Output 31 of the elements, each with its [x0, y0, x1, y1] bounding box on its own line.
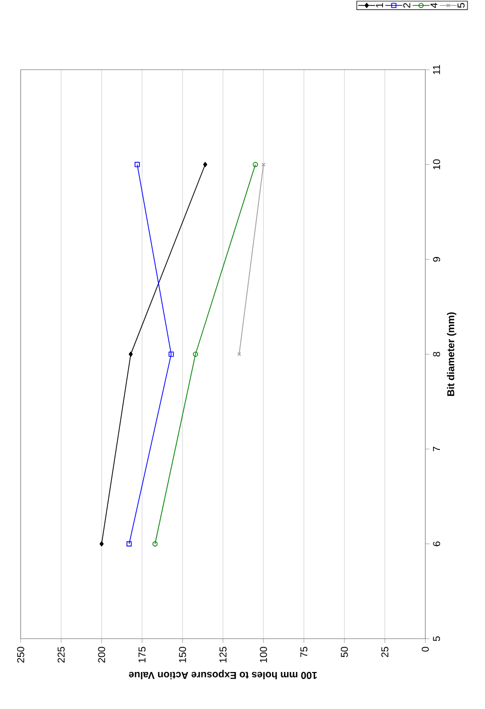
y-tick-label: 9: [433, 257, 440, 262]
y-tick-label: 5: [433, 636, 440, 642]
x-tick-label: 75: [300, 646, 308, 658]
y-tick-label: 8: [433, 352, 440, 357]
legend-label: 4: [430, 2, 438, 8]
x-tick-label: 25: [381, 646, 388, 658]
x-tick-label: 250: [17, 646, 24, 663]
point: [203, 162, 208, 168]
y-tick-label: 11: [433, 64, 440, 74]
legend-label: 2: [403, 3, 410, 8]
x-tick-label: 50: [340, 646, 348, 658]
x-tick-label: 150: [179, 646, 186, 662]
x-tick-label: 100: [260, 646, 267, 662]
legend-label: 1: [376, 3, 383, 8]
point: [134, 162, 140, 168]
x-tick-label: 200: [98, 646, 106, 663]
legend-label: 5: [458, 3, 465, 8]
x-tick-label: 175: [138, 646, 146, 662]
point: [128, 352, 133, 357]
y-tick-label: 7: [433, 446, 440, 452]
x-axis-title: 100 mm holes to Exposure Action Value: [128, 670, 317, 680]
x-tick-label: 0: [422, 646, 429, 652]
y-tick-label: 6: [433, 542, 440, 546]
point: [100, 541, 104, 546]
x-tick-label: 225: [58, 646, 65, 663]
x-tick-label: 125: [219, 646, 227, 662]
point: [126, 541, 132, 546]
y-tick-label: 10: [433, 159, 440, 170]
point: [168, 352, 174, 357]
point: [192, 352, 198, 357]
y-axis-title: Bit diameter (mm): [446, 312, 456, 396]
